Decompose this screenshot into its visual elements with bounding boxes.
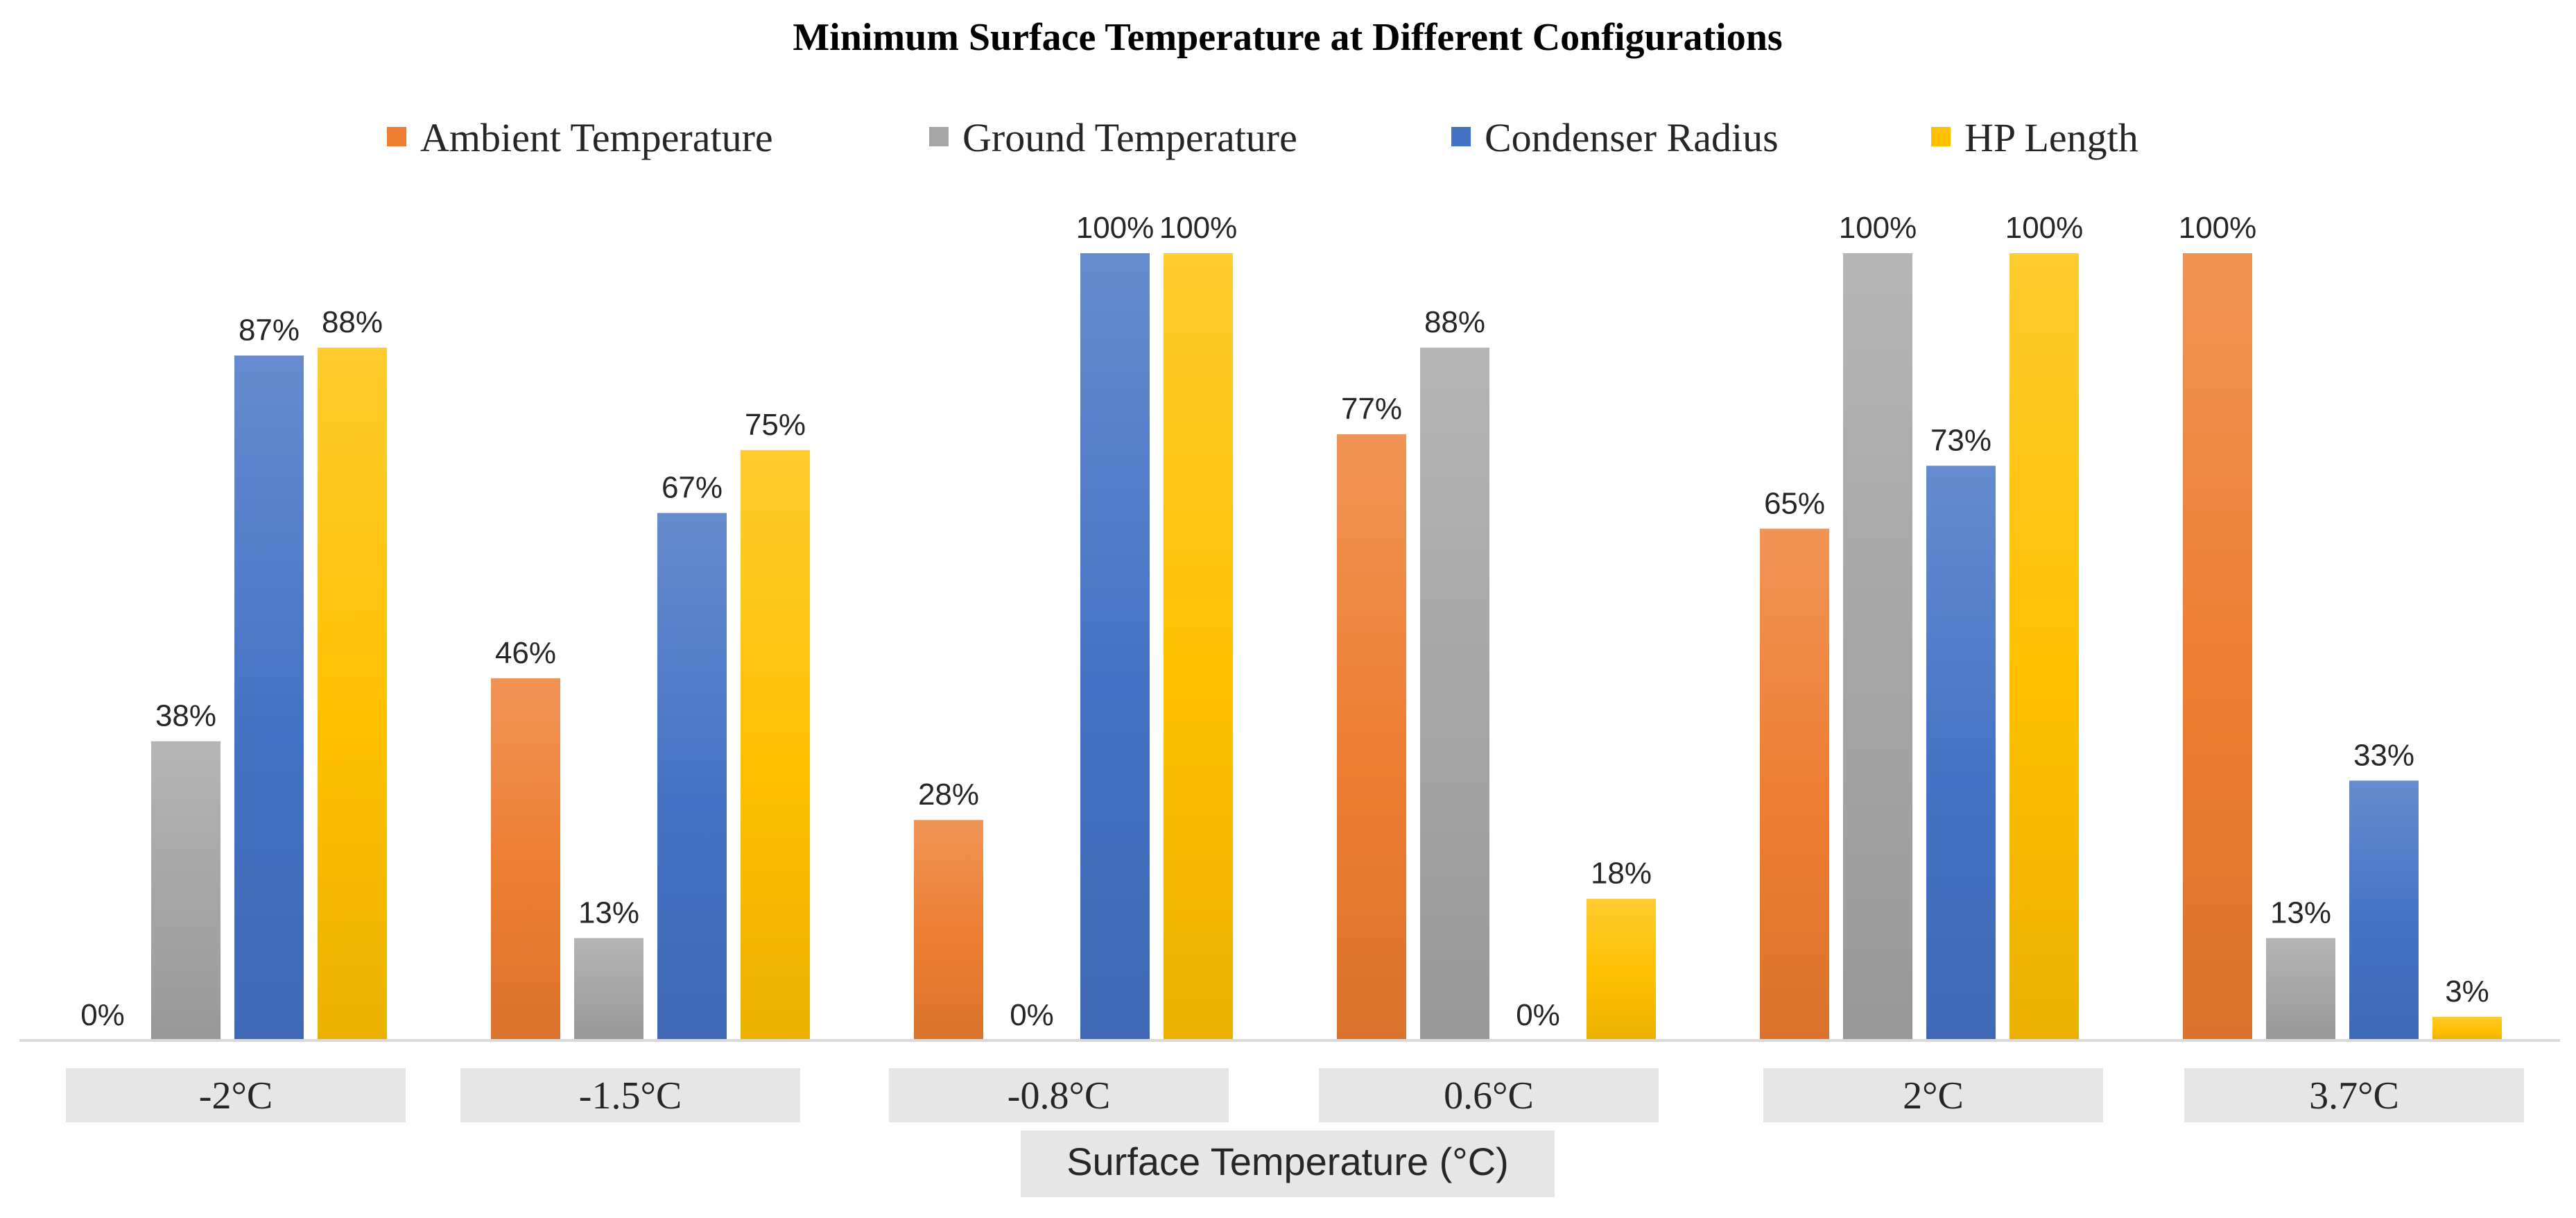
category-2-c: 2°C xyxy=(1763,1068,2103,1122)
bar-ground-temperature-3-7-c xyxy=(2266,938,2335,1040)
category-box-1-5-c xyxy=(460,1068,800,1122)
data-label-hp-length-3-7-c: 3% xyxy=(2445,975,2489,1009)
category-3-7-c: 3.7°C xyxy=(2184,1068,2524,1122)
bar-ambient-temperature-0-6-c xyxy=(1337,434,1406,1040)
data-label-condenser-radius-0-8-c: 100% xyxy=(1076,211,1155,245)
data-label-condenser-radius-3-7-c: 33% xyxy=(2353,738,2414,772)
bar-condenser-radius-2-c xyxy=(234,355,304,1040)
data-label-hp-length-2-c: 100% xyxy=(2005,211,2084,245)
data-label-ambient-temperature-0-8-c: 28% xyxy=(918,778,979,812)
category-label-2-c: 2°C xyxy=(1903,1074,1964,1117)
category-box-0-6-c xyxy=(1319,1068,1659,1122)
data-label-ground-temperature-0-6-c: 88% xyxy=(1424,305,1485,339)
bar-hp-length-2-c xyxy=(2009,253,2079,1040)
x-axis-categories: -2°C -1.5°C -0.8°C 0.6°C 2°C 3.7°C xyxy=(66,1068,2524,1122)
data-label-ground-temperature-1-5-c: 13% xyxy=(578,895,639,929)
bar-hp-length-0-8-c xyxy=(1164,253,1233,1040)
bar-condenser-radius-2-c xyxy=(1926,465,1996,1040)
bar-condenser-radius-0-8-c xyxy=(1080,253,1150,1040)
data-label-ground-temperature-2-c: 100% xyxy=(1839,211,1917,245)
bar-ambient-temperature-3-7-c xyxy=(2183,253,2252,1040)
data-label-condenser-radius-2-c: 73% xyxy=(1930,423,1991,457)
legend-swatch-ambient-temperature xyxy=(387,127,406,146)
legend-item-condenser-radius: Condenser Radius xyxy=(1451,115,1779,160)
bar-ground-temperature-0-6-c xyxy=(1420,348,1489,1040)
category-1-5-c: -1.5°C xyxy=(460,1068,800,1122)
data-label-condenser-radius-2-c: 87% xyxy=(239,314,300,348)
bar-hp-length-3-7-c xyxy=(2432,1016,2502,1040)
bars xyxy=(151,253,2502,1040)
bar-condenser-radius-1-5-c xyxy=(657,513,727,1040)
category-0-8-c: -0.8°C xyxy=(889,1068,1229,1122)
bar-ground-temperature-2-c xyxy=(1843,253,1912,1040)
category-label-2-c: -2°C xyxy=(199,1074,273,1117)
data-label-ambient-temperature-0-6-c: 77% xyxy=(1341,392,1402,426)
data-label-hp-length-0-6-c: 18% xyxy=(1591,857,1652,891)
bar-condenser-radius-3-7-c xyxy=(2349,780,2419,1040)
legend-swatch-condenser-radius xyxy=(1451,127,1471,146)
category-label-1-5-c: -1.5°C xyxy=(579,1074,682,1117)
data-label-ground-temperature-3-7-c: 13% xyxy=(2270,895,2331,929)
data-label-ambient-temperature-2-c: 0% xyxy=(80,998,125,1032)
data-label-ambient-temperature-1-5-c: 46% xyxy=(495,636,556,670)
bar-hp-length-0-6-c xyxy=(1587,898,1656,1040)
bar-ambient-temperature-2-c xyxy=(1760,529,1829,1040)
category-box-2-c xyxy=(1763,1068,2103,1122)
x-axis-label: Surface Temperature (°C) xyxy=(1021,1131,1555,1197)
category-box-0-8-c xyxy=(889,1068,1229,1122)
legend-label-ground-temperature: Ground Temperature xyxy=(962,115,1297,160)
bar-ambient-temperature-1-5-c xyxy=(491,678,560,1040)
data-label-ground-temperature-2-c: 38% xyxy=(155,699,216,733)
legend-swatch-hp-length xyxy=(1931,127,1951,146)
data-label-ground-temperature-0-8-c: 0% xyxy=(1010,998,1054,1032)
legend-item-ambient-temperature: Ambient Temperature xyxy=(387,115,773,160)
category-label-3-7-c: 3.7°C xyxy=(2309,1074,2399,1117)
legend-item-ground-temperature: Ground Temperature xyxy=(929,115,1297,160)
bar-hp-length-1-5-c xyxy=(741,449,810,1040)
bar-ambient-temperature-0-8-c xyxy=(914,820,983,1040)
bar-labels: 0%38%87% 88%46%13%67%75%28%0%100% 100%77%8… xyxy=(80,211,2489,1032)
data-label-hp-length-1-5-c: 75% xyxy=(745,408,806,442)
data-label-hp-length-2-c: 88% xyxy=(322,305,383,339)
chart-title: Minimum Surface Temperature at Different… xyxy=(793,16,1782,59)
category-label-0-6-c: 0.6°C xyxy=(1444,1074,1534,1117)
legend: Ambient Temperature Ground Temperature Con… xyxy=(387,115,2138,160)
category-0-6-c: 0.6°C xyxy=(1319,1068,1659,1122)
data-label-condenser-radius-0-6-c: 0% xyxy=(1516,998,1560,1032)
data-label-ambient-temperature-2-c: 65% xyxy=(1764,486,1825,520)
data-label-condenser-radius-1-5-c: 67% xyxy=(662,471,723,505)
data-label-hp-length-0-8-c: 100% xyxy=(1159,211,1238,245)
legend-label-condenser-radius: Condenser Radius xyxy=(1485,115,1779,160)
category-label-0-8-c: -0.8°C xyxy=(1008,1074,1110,1117)
bar-ground-temperature-1-5-c xyxy=(574,938,643,1040)
legend-item-hp-length: HP Length xyxy=(1931,115,2138,160)
legend-label-ambient-temperature: Ambient Temperature xyxy=(420,115,773,160)
bar-ground-temperature-2-c xyxy=(151,741,221,1040)
legend-label-hp-length: HP Length xyxy=(1964,115,2138,160)
bar-hp-length-2-c xyxy=(318,348,387,1040)
category-box-3-7-c xyxy=(2184,1068,2524,1122)
x-axis-label-text: Surface Temperature (°C) xyxy=(1066,1140,1509,1183)
category-2-c: -2°C xyxy=(66,1068,406,1122)
data-label-ambient-temperature-3-7-c: 100% xyxy=(2179,211,2257,245)
category-box-2-c xyxy=(66,1068,406,1122)
legend-swatch-ground-temperature xyxy=(929,127,949,146)
